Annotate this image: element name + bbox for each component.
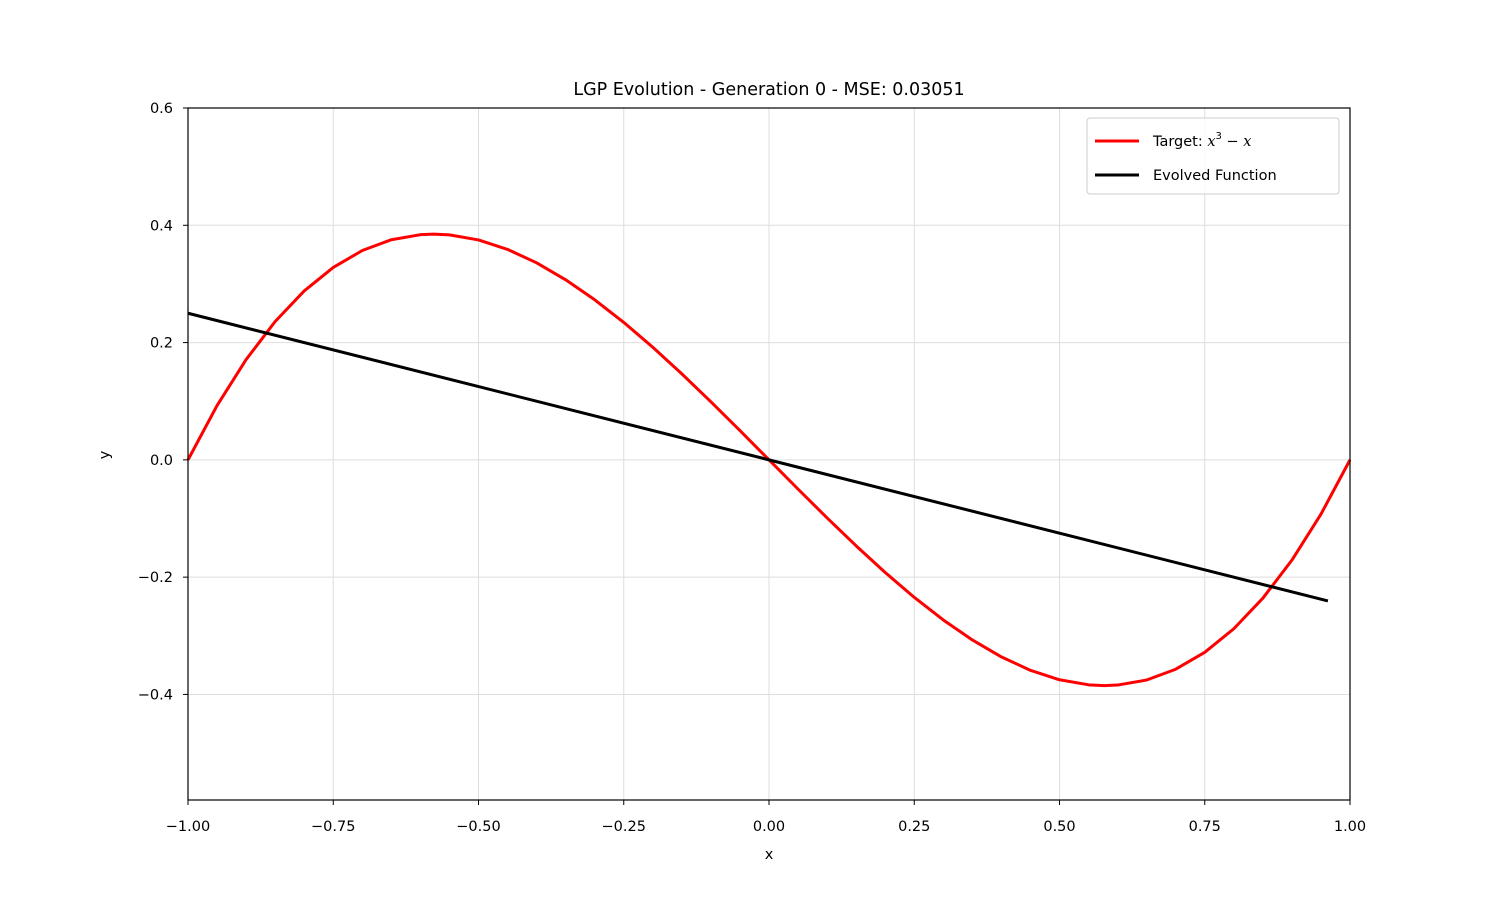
y-tick-label: −0.2 bbox=[138, 570, 173, 586]
legend-label-target: Target: x3 − x bbox=[1152, 131, 1251, 150]
x-axis-ticks: −1.00 −0.75 −0.50 −0.25 0.00 0.25 0.50 0.75 1.00 bbox=[166, 800, 1366, 835]
x-tick-label: 0.00 bbox=[753, 819, 785, 835]
x-tick-label: 0.25 bbox=[898, 819, 930, 835]
x-axis-label: x bbox=[765, 847, 774, 863]
y-tick-label: 0.6 bbox=[150, 101, 173, 117]
x-tick-label: 0.75 bbox=[1189, 819, 1221, 835]
y-axis-ticks: −0.4 −0.2 0.0 0.2 0.4 0.6 bbox=[138, 101, 188, 703]
legend-box bbox=[1086, 117, 1340, 195]
x-tick-label: −0.25 bbox=[602, 819, 646, 835]
y-tick-label: 0.2 bbox=[150, 336, 173, 352]
series-line-evolved bbox=[187, 311, 1329, 603]
legend-label-evolved: Evolved Function bbox=[1153, 168, 1277, 184]
x-tick-label: 0.50 bbox=[1043, 819, 1075, 835]
series-layer bbox=[186, 232, 1352, 688]
y-tick-label: 0.0 bbox=[150, 453, 173, 469]
y-axis-label: y bbox=[97, 450, 113, 459]
x-tick-label: 1.00 bbox=[1334, 819, 1366, 835]
chart-title: LGP Evolution - Generation 0 - MSE: 0.03… bbox=[573, 80, 964, 100]
legend: Target: x3 − x Evolved Function bbox=[1086, 117, 1340, 195]
x-tick-label: −0.75 bbox=[311, 819, 355, 835]
y-tick-label: −0.4 bbox=[138, 687, 173, 703]
x-tick-label: −0.50 bbox=[456, 819, 500, 835]
y-tick-label: 0.4 bbox=[150, 218, 173, 234]
x-tick-label: −1.00 bbox=[166, 819, 210, 835]
